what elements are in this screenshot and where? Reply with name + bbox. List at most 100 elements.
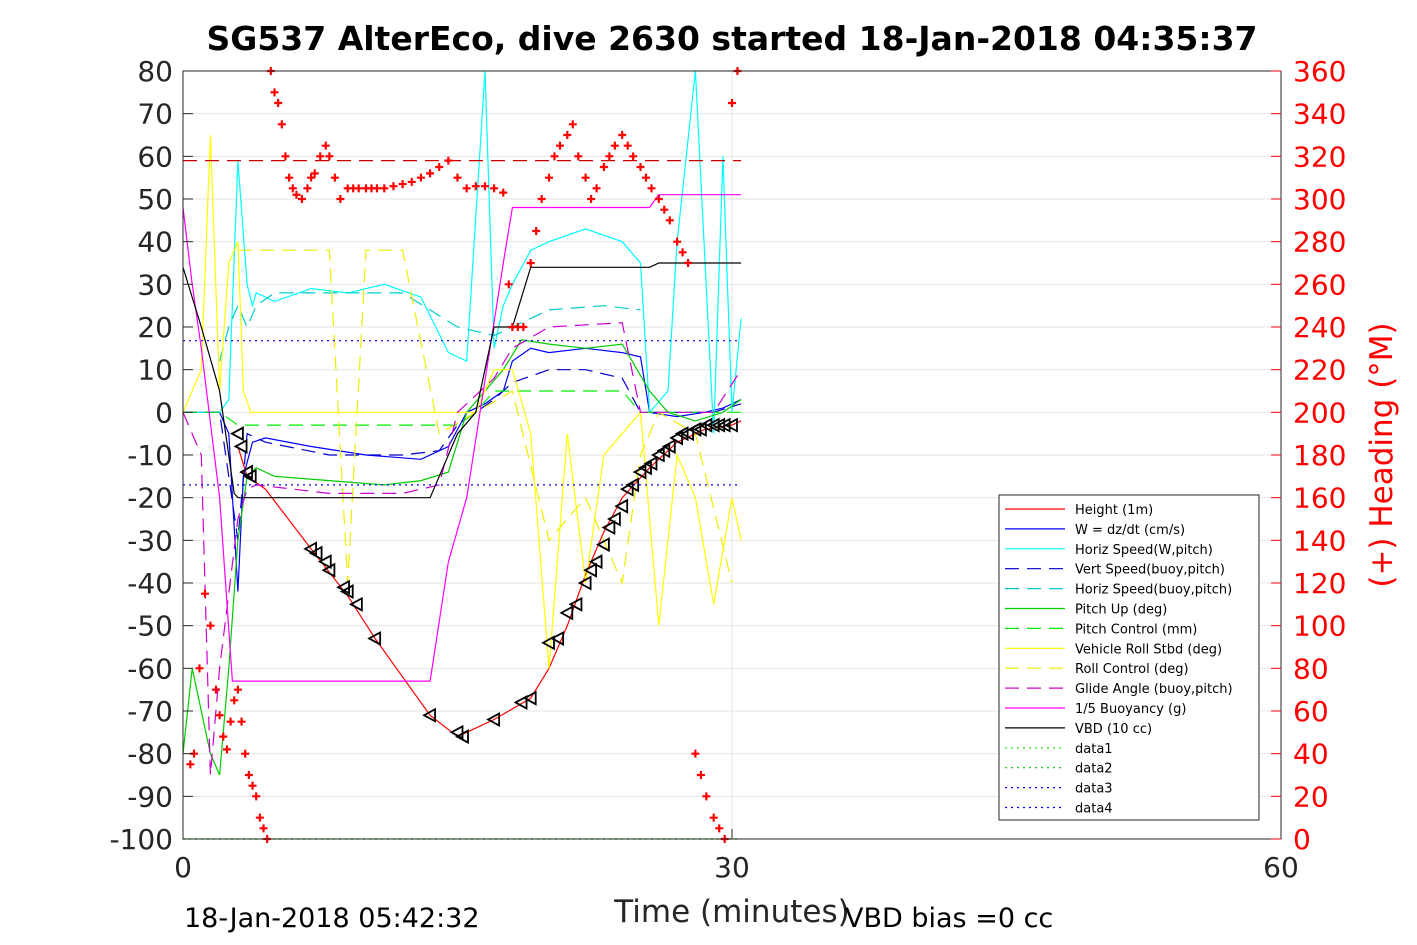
heading-point xyxy=(248,781,257,790)
depth-marker xyxy=(550,630,565,646)
depth-marker xyxy=(687,421,702,437)
y-tick-label: -60 xyxy=(127,652,173,685)
y-right-tick-label: 280 xyxy=(1293,226,1346,259)
depth-marker xyxy=(669,430,683,446)
depth-marker xyxy=(661,438,676,454)
heading-point xyxy=(259,824,268,833)
heading-point xyxy=(654,195,663,203)
heading-point xyxy=(444,156,453,165)
legend-entry: W = dz/dt (cm/s) xyxy=(1075,523,1185,538)
heading-point xyxy=(563,131,572,139)
heading-point xyxy=(715,824,724,833)
y-tick-label: 70 xyxy=(137,98,173,131)
heading-point xyxy=(237,717,246,726)
footer-timestamp: 18-Jan-2018 05:42:32 xyxy=(184,903,480,934)
legend-entry: Vehicle Roll Stbd (deg) xyxy=(1075,642,1222,657)
y-tick-label: -10 xyxy=(127,439,173,472)
y-right-tick-label: 140 xyxy=(1293,524,1346,557)
heading-point xyxy=(665,216,674,225)
depth-marker xyxy=(650,447,665,463)
heading-point xyxy=(574,152,583,161)
heading-point xyxy=(545,173,553,182)
depth-marker xyxy=(614,498,629,514)
y-tick-label: -50 xyxy=(127,610,173,643)
heading-point xyxy=(354,184,363,193)
y-right-tick-label: 300 xyxy=(1293,183,1346,216)
depth-marker xyxy=(619,481,634,497)
heading-point xyxy=(605,152,614,161)
heading-point xyxy=(186,760,195,769)
heading-point xyxy=(285,173,294,182)
heading-point xyxy=(636,163,645,171)
legend-entry: Pitch Up (deg) xyxy=(1075,603,1167,618)
depth-marker xyxy=(643,456,658,472)
y-tick-label: -90 xyxy=(127,780,173,813)
depth-marker xyxy=(680,426,694,442)
heading-point xyxy=(581,173,590,182)
y-tick-label: 30 xyxy=(137,268,173,301)
heading-point xyxy=(389,182,398,191)
depth-marker xyxy=(233,438,248,454)
heading-point xyxy=(684,259,693,267)
depth-marker xyxy=(596,537,610,553)
y-tick-label: 60 xyxy=(137,140,173,173)
series-line-5 xyxy=(219,292,641,362)
heading-point xyxy=(629,152,638,161)
y-right-tick-label: 40 xyxy=(1293,738,1329,771)
heading-point xyxy=(310,169,319,178)
heading-point xyxy=(219,732,228,741)
y-tick-label: 40 xyxy=(137,226,173,259)
legend-entry: Glide Angle (buoy,pitch) xyxy=(1075,682,1233,697)
heading-point xyxy=(277,120,286,129)
heading-point xyxy=(241,749,250,758)
depth-marker xyxy=(541,635,555,651)
heading-point xyxy=(233,685,242,694)
y-tick-label: 0 xyxy=(155,396,173,429)
legend-entry: data2 xyxy=(1075,762,1113,777)
series-line-6 xyxy=(182,339,742,776)
depth-marker xyxy=(716,417,731,433)
heading-point xyxy=(426,169,435,178)
depth-marker xyxy=(339,584,354,600)
heading-point xyxy=(292,190,301,199)
depth-marker xyxy=(625,477,640,493)
heading-point xyxy=(252,792,261,801)
heading-point xyxy=(270,88,279,97)
y-tick-label: -100 xyxy=(109,823,173,856)
heading-point xyxy=(623,141,632,150)
heading-point xyxy=(274,99,283,107)
y-right-tick-label: 340 xyxy=(1293,98,1346,131)
y-right-tick-label: 200 xyxy=(1293,396,1346,429)
heading-point xyxy=(587,195,596,203)
heading-point xyxy=(244,771,253,779)
heading-point xyxy=(696,771,705,779)
depth-marker xyxy=(638,460,652,476)
depth-marker xyxy=(724,417,738,433)
series-layer xyxy=(182,67,742,843)
series-line-7 xyxy=(183,390,742,426)
x-axis-label: Time (minutes) xyxy=(613,894,849,930)
heading-point xyxy=(297,195,306,203)
heading-point xyxy=(226,717,235,726)
heading-point xyxy=(325,152,334,161)
heading-point xyxy=(673,237,682,246)
y-tick-label: -40 xyxy=(127,567,173,600)
y-tick-label: -20 xyxy=(127,482,173,515)
heading-point xyxy=(504,280,513,289)
legend-entry: VBD (10 cc) xyxy=(1075,722,1152,737)
heading-point xyxy=(519,323,528,331)
y-tick-label: 50 xyxy=(137,183,173,216)
heading-point xyxy=(660,205,669,214)
depth-marker xyxy=(317,554,332,570)
y-right-tick-label: 240 xyxy=(1293,311,1346,344)
depth-marker xyxy=(607,511,621,527)
heading-point xyxy=(728,99,736,107)
legend-entry: data4 xyxy=(1075,802,1113,817)
y-right-tick-label: 60 xyxy=(1293,695,1329,728)
depth-marker xyxy=(449,724,464,740)
heading-point xyxy=(709,813,718,822)
heading-point xyxy=(255,813,264,822)
depth-marker xyxy=(486,712,500,728)
y-right-tick-label: 220 xyxy=(1293,354,1346,387)
